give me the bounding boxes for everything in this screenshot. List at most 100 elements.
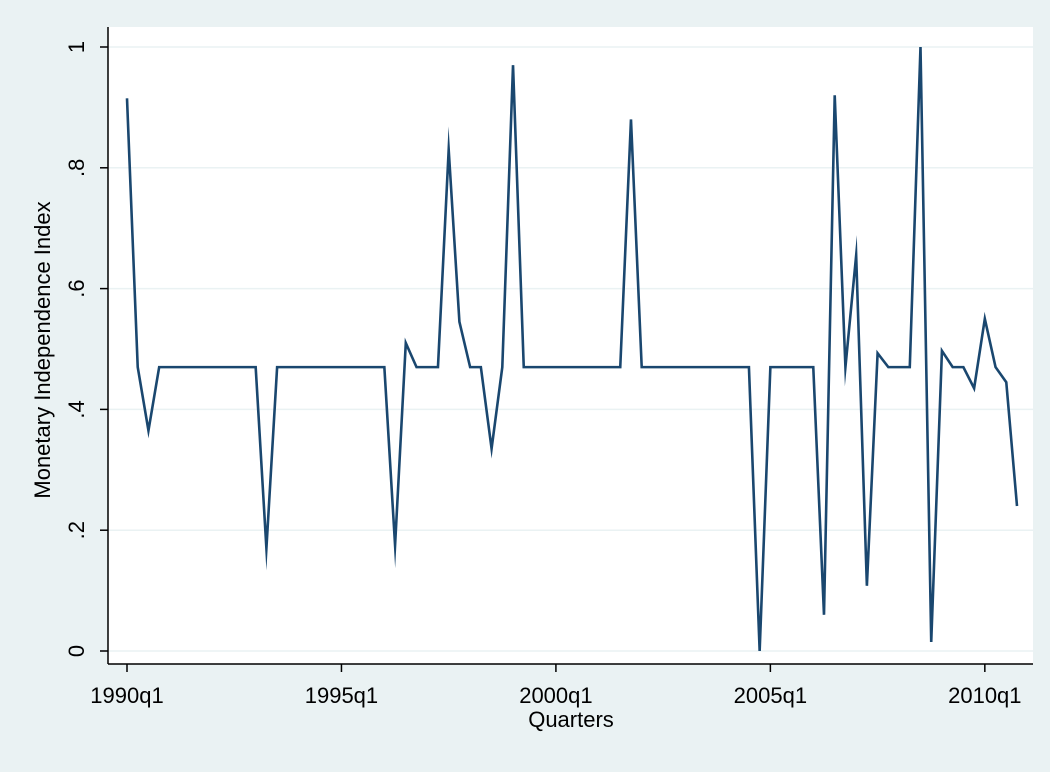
data-point <box>715 365 719 369</box>
plot-area <box>108 27 1033 664</box>
data-point <box>1015 504 1019 508</box>
data-point <box>918 45 922 49</box>
data-point <box>179 365 183 369</box>
data-point <box>318 365 322 369</box>
data-point <box>200 365 204 369</box>
x-tick-label: 1990q1 <box>90 683 163 708</box>
data-point <box>543 365 547 369</box>
data-point <box>565 365 569 369</box>
data-point <box>650 365 654 369</box>
data-point <box>704 365 708 369</box>
data-point <box>168 365 172 369</box>
data-point <box>597 365 601 369</box>
data-point <box>125 96 129 100</box>
data-point <box>983 317 987 321</box>
data-point <box>994 365 998 369</box>
data-point <box>758 649 762 653</box>
data-point <box>532 365 536 369</box>
data-point <box>189 365 193 369</box>
x-axis-ticks: 1990q1 1995q1 2000q1 2005q1 2010q1 <box>90 664 1022 708</box>
y-tick-label: .2 <box>64 521 89 539</box>
data-point <box>822 613 826 617</box>
data-point <box>286 365 290 369</box>
data-point <box>618 365 622 369</box>
data-point <box>500 365 504 369</box>
data-point <box>554 365 558 369</box>
data-point <box>339 365 343 369</box>
series-layer <box>125 45 1019 653</box>
data-point <box>693 365 697 369</box>
data-point <box>479 365 483 369</box>
data-point <box>811 365 815 369</box>
data-point <box>736 365 740 369</box>
data-point <box>447 148 451 152</box>
data-point <box>1004 380 1008 384</box>
data-point <box>425 365 429 369</box>
data-point <box>275 365 279 369</box>
data-point <box>586 365 590 369</box>
data-point <box>222 365 226 369</box>
series-line <box>125 46 1019 652</box>
data-point <box>436 365 440 369</box>
data-point <box>843 365 847 369</box>
data-point <box>672 365 676 369</box>
data-point <box>747 365 751 369</box>
data-point <box>961 365 965 369</box>
data-point <box>511 63 515 67</box>
x-tick-label: 1995q1 <box>305 683 378 708</box>
data-point <box>415 365 419 369</box>
data-point <box>951 365 955 369</box>
data-point <box>350 365 354 369</box>
data-point <box>768 365 772 369</box>
data-point <box>865 584 869 588</box>
data-point <box>908 365 912 369</box>
data-point <box>393 543 397 547</box>
data-point <box>801 365 805 369</box>
data-point <box>329 365 333 369</box>
data-point <box>361 365 365 369</box>
data-point <box>468 365 472 369</box>
data-point <box>897 365 901 369</box>
data-point <box>490 447 494 451</box>
data-point <box>661 365 665 369</box>
data-point <box>876 351 880 355</box>
data-point <box>146 429 150 433</box>
data-point <box>683 365 687 369</box>
data-point <box>972 386 976 390</box>
y-axis-label: Monetary Independence Index <box>30 201 55 498</box>
data-point <box>575 365 579 369</box>
gridlines <box>108 46 1033 652</box>
x-tick-label: 2000q1 <box>519 683 592 708</box>
x-tick-label: 2010q1 <box>948 683 1021 708</box>
y-tick-label: .6 <box>64 279 89 297</box>
data-point <box>629 117 633 121</box>
data-point <box>725 365 729 369</box>
y-tick-label: 0 <box>64 645 89 657</box>
data-point <box>929 640 933 644</box>
data-point <box>404 341 408 345</box>
data-point <box>157 365 161 369</box>
data-point <box>232 365 236 369</box>
y-tick-label: .8 <box>64 159 89 177</box>
data-point <box>211 365 215 369</box>
data-point <box>307 365 311 369</box>
data-point <box>457 320 461 324</box>
data-point <box>854 253 858 257</box>
y-tick-label: .4 <box>64 400 89 418</box>
data-point <box>779 365 783 369</box>
data-point <box>372 365 376 369</box>
x-axis-label: Quarters <box>528 707 614 732</box>
x-tick-label: 2005q1 <box>734 683 807 708</box>
data-point <box>608 365 612 369</box>
data-point <box>640 365 644 369</box>
data-point <box>136 365 140 369</box>
data-point <box>886 365 890 369</box>
data-point <box>833 93 837 97</box>
data-point <box>522 365 526 369</box>
data-point <box>382 365 386 369</box>
data-point <box>243 365 247 369</box>
data-point <box>297 365 301 369</box>
data-point <box>254 365 258 369</box>
